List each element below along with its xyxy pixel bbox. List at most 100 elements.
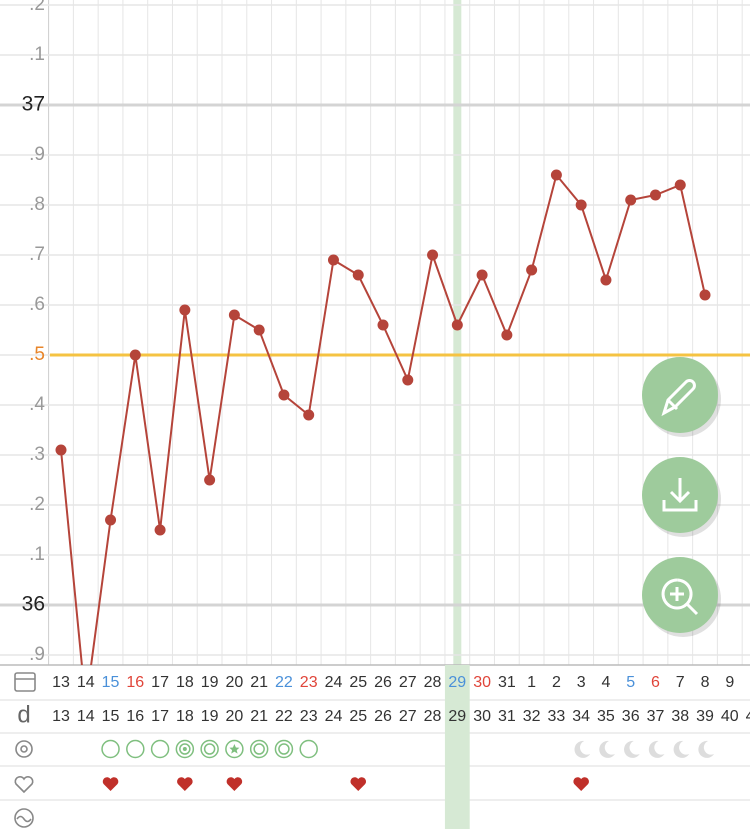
temperature-point [402,374,414,386]
y-tick-label: .3 [29,444,45,465]
fertility-ring [253,743,265,755]
cycle-day-label: 33 [548,708,566,725]
temperature-point [253,324,265,336]
temperature-point [327,254,339,266]
date-label: 13 [52,674,70,691]
cycle-day-label: 20 [225,708,243,725]
fertility-ring [179,743,191,755]
zoom-button[interactable] [642,557,721,637]
cycle-day-row-label: d [17,701,30,728]
fertility-circle [126,739,145,759]
fertility-ring [278,743,290,755]
cycle-day-label: 38 [671,708,689,725]
date-label: 31 [498,674,516,691]
cycle-day-label: 19 [201,708,219,725]
heart-mark [177,777,193,791]
date-label: 26 [374,674,392,691]
temperature-point [105,514,117,526]
cycle-day-label: 28 [424,708,442,725]
y-tick-label: 36 [22,593,45,616]
temperature-point [228,309,240,321]
mood-icon [14,808,34,828]
edit-button[interactable] [642,357,721,437]
temperature-point [451,319,463,331]
highlight-column [444,665,470,829]
cycle-day-label: 39 [696,708,714,725]
cycle-day-label: 14 [77,708,95,725]
temperature-point [674,179,686,191]
cycle-day-label: 17 [151,708,169,725]
date-label: 15 [102,674,120,691]
cycle-day-label: 23 [300,708,318,725]
fertility-ring [175,739,195,759]
cycle-day-label: 36 [622,708,640,725]
date-label: 29 [448,674,466,691]
cycle-day-label: 16 [126,708,144,725]
cycle-day-label: 37 [647,708,665,725]
cycle-day-label: 13 [52,708,70,725]
heart-mark [573,777,589,791]
date-label: 1 [527,674,536,691]
date-label: 5 [626,674,635,691]
moon-icon [574,740,591,758]
cycle-day-label: 41 [746,708,750,725]
temperature-point [278,389,290,401]
moon-icon [673,740,690,758]
cycle-day-label: 32 [523,708,541,725]
temperature-point [427,249,439,261]
moon-icon [599,740,615,758]
heart-mark [350,777,367,791]
y-tick-label: .9 [29,644,45,665]
date-label: 6 [651,674,660,691]
date-label: 23 [300,674,318,691]
moon-icon [698,740,715,758]
y-tick-label: .6 [29,294,45,315]
ovulation-icon [15,740,33,758]
y-tick-label: .9 [29,144,45,165]
edit-button-bg[interactable] [642,357,718,433]
temperature-point [476,269,488,281]
mood-icon [16,815,32,823]
y-tick-label: .2 [29,0,45,15]
date-label: 17 [151,674,169,691]
moon-icon [624,740,640,758]
pencil-icon [661,379,696,417]
y-tick-label: .4 [29,394,45,415]
y-tick-label: .2 [29,494,45,515]
date-label: 19 [201,674,219,691]
date-label: 20 [225,674,243,691]
fertility-circle [299,739,318,759]
heart-mark [102,777,119,791]
temperature-point [699,289,711,301]
cycle-day-label: 31 [498,708,516,725]
cycle-day-label: 30 [473,708,491,725]
y-tick-label: .1 [29,544,45,565]
calendar-icon [14,672,36,692]
fertility-star [225,739,244,759]
cycle-day-label: 35 [597,708,615,725]
cycle-day-label: 24 [325,708,343,725]
cycle-day-label: 21 [250,708,268,725]
heart-mark [226,777,243,791]
buttons [642,357,721,637]
cycle-day-label: 26 [374,708,392,725]
date-label: 28 [424,674,442,691]
date-label: 2 [552,674,561,691]
cycle-day-label: 25 [349,708,367,725]
cycle-day-label: 34 [572,708,590,725]
y-tick-label: .7 [29,244,45,265]
temperature-point [55,444,67,456]
fertility-ring [203,743,216,755]
temperature-point [625,194,637,206]
date-label: 22 [275,674,293,691]
download-button[interactable] [642,457,721,537]
marks [50,169,750,665]
date-label: 25 [349,674,367,691]
temperature-point [501,329,513,341]
date-label: 18 [176,674,194,691]
fertility-target [182,747,187,751]
temperature-point [179,304,191,316]
zoom-icon [661,578,699,616]
date-label: 24 [325,674,343,691]
fertility-circle [150,739,170,759]
